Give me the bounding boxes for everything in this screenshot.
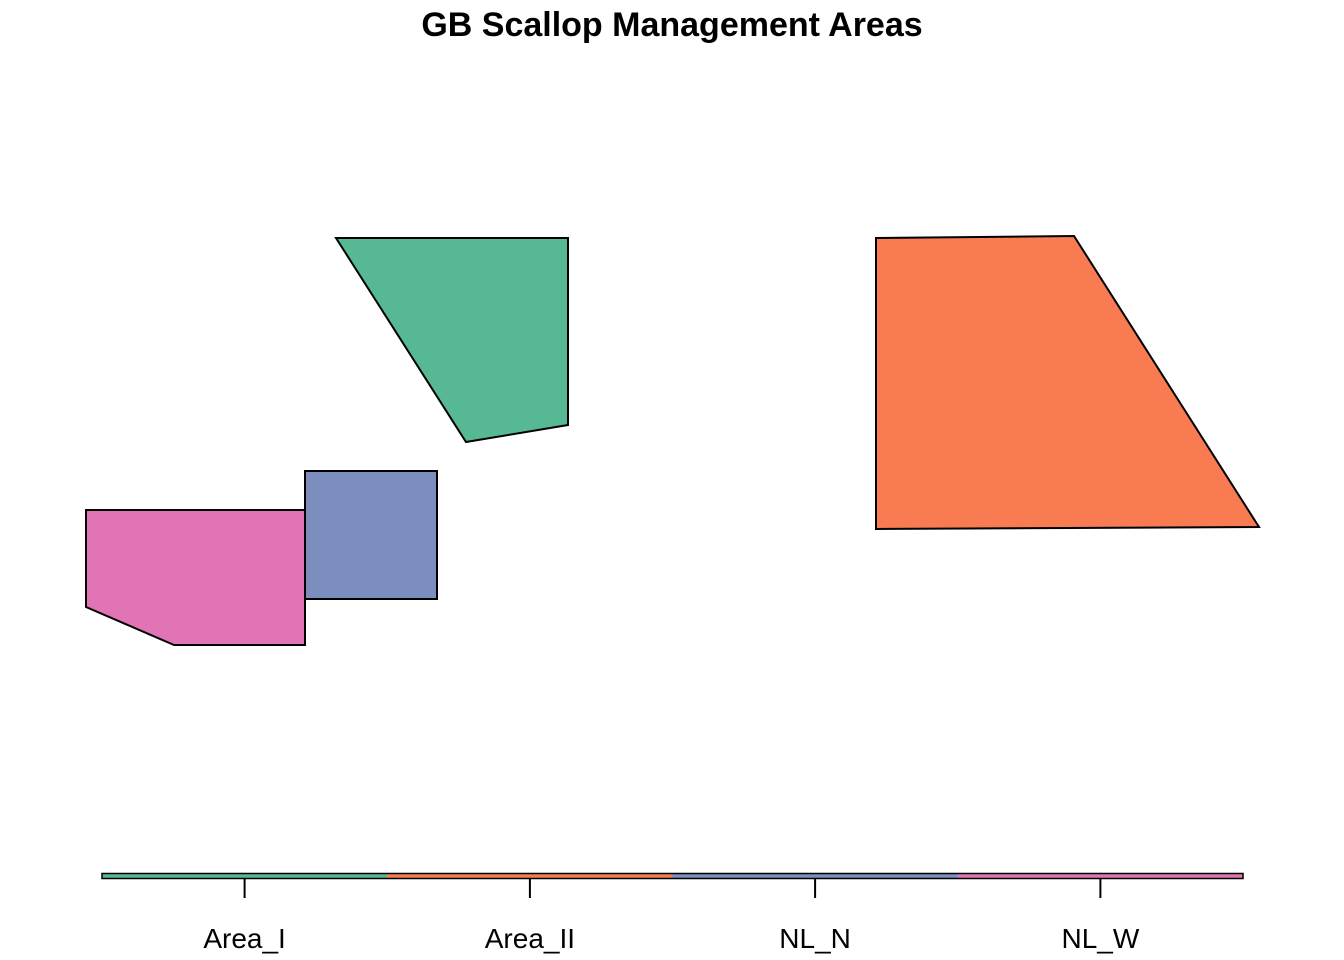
legend-swatch-nl-w bbox=[957, 873, 1243, 879]
legend-label-nl-w: NL_W bbox=[1062, 923, 1140, 954]
legend-swatch-nl-n bbox=[672, 873, 958, 879]
area-polygon-area-ii bbox=[875, 234, 1261, 531]
legend: Area_I Area_II NL_N NL_W bbox=[101, 872, 1244, 954]
management-areas bbox=[85, 234, 1261, 646]
legend-frame bbox=[101, 872, 1244, 880]
legend-swatch-area-i bbox=[102, 873, 388, 879]
legend-label-area-i: Area_I bbox=[203, 923, 286, 954]
legend-label-area-ii: Area_II bbox=[485, 923, 575, 954]
area-polygon-nl-w bbox=[85, 509, 306, 646]
legend-swatch-area-ii bbox=[387, 873, 673, 879]
area-polygon-nl-n bbox=[304, 470, 438, 600]
map-title: GB Scallop Management Areas bbox=[421, 6, 922, 44]
legend-label-nl-n: NL_N bbox=[779, 923, 851, 954]
area-polygon-area-i bbox=[334, 237, 569, 444]
